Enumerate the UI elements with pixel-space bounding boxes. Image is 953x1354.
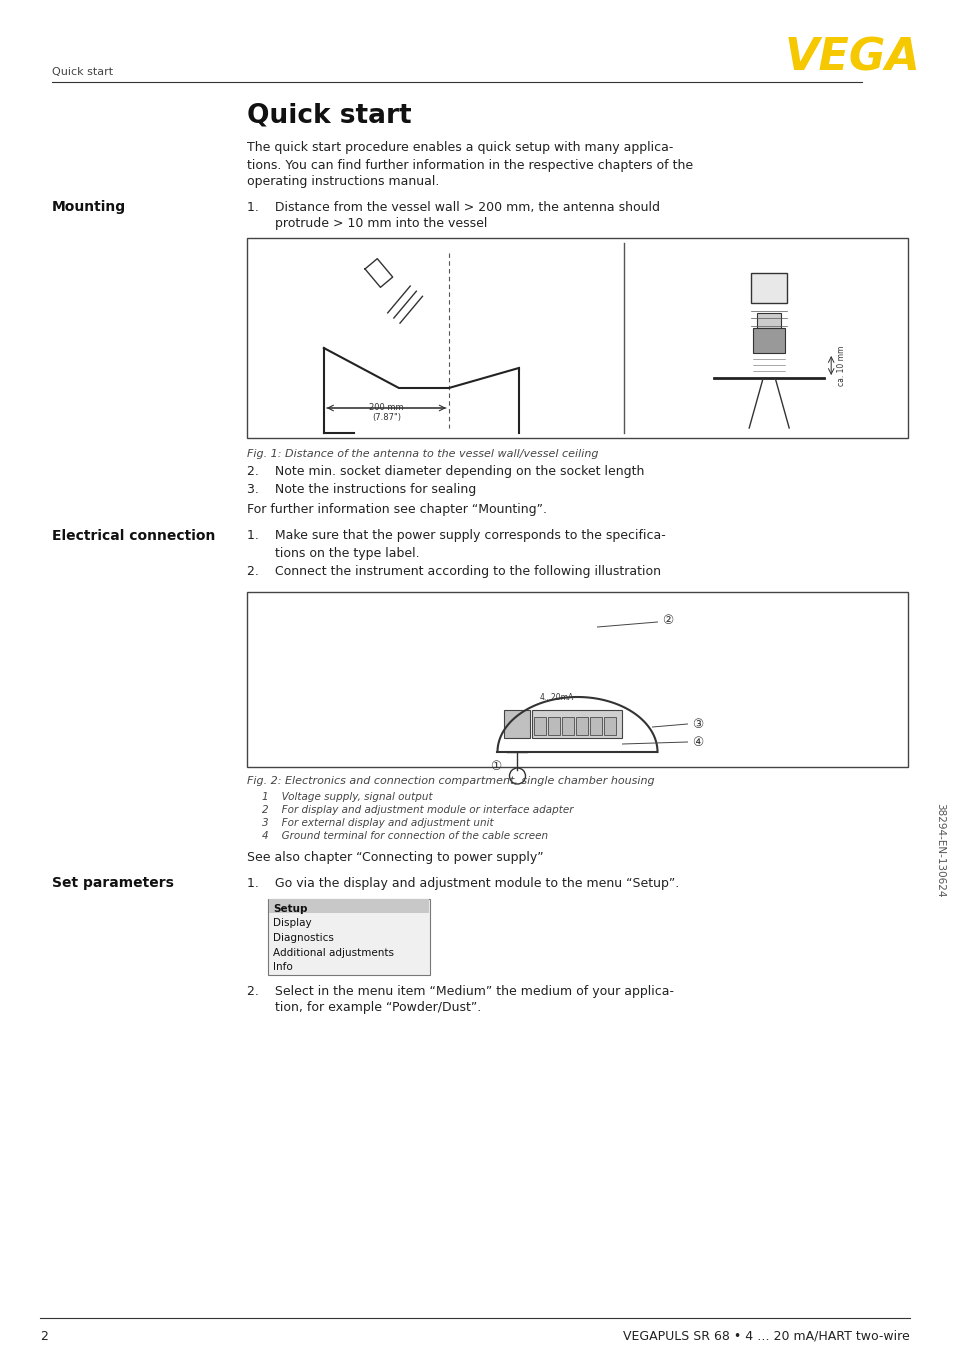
Text: 1.    Go via the display and adjustment module to the menu “Setup”.: 1. Go via the display and adjustment mod… — [247, 876, 679, 890]
Text: 4    Ground terminal for connection of the cable screen: 4 Ground terminal for connection of the … — [262, 831, 548, 841]
Text: ca. 10 mm: ca. 10 mm — [837, 345, 845, 386]
Circle shape — [509, 768, 525, 784]
Bar — [247, 238, 907, 437]
Bar — [504, 709, 530, 738]
Bar — [576, 718, 588, 735]
Text: Set parameters: Set parameters — [52, 876, 173, 890]
Bar — [247, 592, 907, 766]
Text: 1    Voltage supply, signal output: 1 Voltage supply, signal output — [262, 792, 432, 802]
Text: 2    For display and adjustment module or interface adapter: 2 For display and adjustment module or i… — [262, 806, 573, 815]
Text: tion, for example “Powder/Dust”.: tion, for example “Powder/Dust”. — [247, 1002, 480, 1014]
Text: ③: ③ — [692, 718, 703, 731]
Bar — [590, 718, 602, 735]
Text: ①: ① — [489, 761, 500, 773]
Bar — [268, 899, 430, 975]
Text: 2.    Select in the menu item “Medium” the medium of your applica-: 2. Select in the menu item “Medium” the … — [247, 984, 673, 998]
Text: 2: 2 — [40, 1330, 48, 1343]
Bar — [757, 313, 781, 333]
Text: 38294-EN-130624: 38294-EN-130624 — [934, 803, 944, 898]
Text: tions on the type label.: tions on the type label. — [247, 547, 419, 559]
Text: protrude > 10 mm into the vessel: protrude > 10 mm into the vessel — [247, 218, 487, 230]
Text: The quick start procedure enables a quick setup with many applica-: The quick start procedure enables a quic… — [247, 142, 673, 154]
Text: Fig. 1: Distance of the antenna to the vessel wall/vessel ceiling: Fig. 1: Distance of the antenna to the v… — [247, 450, 598, 459]
Text: ②: ② — [661, 613, 673, 627]
Text: VEGAPULS SR 68 • 4 … 20 mA/HART two-wire: VEGAPULS SR 68 • 4 … 20 mA/HART two-wire — [622, 1330, 909, 1343]
Text: operating instructions manual.: operating instructions manual. — [247, 176, 439, 188]
Text: VEGA: VEGA — [783, 37, 919, 80]
Bar — [269, 899, 429, 913]
Text: 1.    Distance from the vessel wall > 200 mm, the antenna should: 1. Distance from the vessel wall > 200 m… — [247, 200, 659, 214]
Bar — [548, 718, 560, 735]
Text: See also chapter “Connecting to power supply”: See also chapter “Connecting to power su… — [247, 850, 543, 864]
Text: 3    For external display and adjustment unit: 3 For external display and adjustment un… — [262, 818, 493, 829]
Bar — [604, 718, 616, 735]
Text: Electrical connection: Electrical connection — [52, 529, 215, 543]
Text: Setup: Setup — [273, 904, 307, 914]
Text: Display: Display — [273, 918, 312, 929]
Text: Fig. 2: Electronics and connection compartment, single chamber housing: Fig. 2: Electronics and connection compa… — [247, 776, 654, 787]
Text: 200 mm
(7.87"): 200 mm (7.87") — [369, 403, 403, 422]
Text: Mounting: Mounting — [52, 200, 126, 214]
Text: 1.    Make sure that the power supply corresponds to the specifica-: 1. Make sure that the power supply corre… — [247, 529, 665, 543]
Text: 3.    Note the instructions for sealing: 3. Note the instructions for sealing — [247, 483, 476, 497]
Bar — [753, 328, 784, 353]
Text: 2.    Connect the instrument according to the following illustration: 2. Connect the instrument according to t… — [247, 566, 660, 578]
Text: Quick start: Quick start — [247, 102, 411, 129]
Text: 2.    Note min. socket diameter depending on the socket length: 2. Note min. socket diameter depending o… — [247, 466, 643, 478]
Bar — [532, 709, 622, 738]
Bar — [534, 718, 546, 735]
Bar — [750, 274, 786, 303]
Text: Info: Info — [273, 961, 293, 972]
Text: tions. You can find further information in the respective chapters of the: tions. You can find further information … — [247, 158, 693, 172]
Text: For further information see chapter “Mounting”.: For further information see chapter “Mou… — [247, 504, 546, 516]
Text: Additional adjustments: Additional adjustments — [273, 948, 394, 957]
Bar — [562, 718, 574, 735]
Text: ④: ④ — [692, 735, 703, 749]
Text: 4...20mA: 4...20mA — [539, 692, 573, 701]
Text: Diagnostics: Diagnostics — [273, 933, 334, 942]
Text: Quick start: Quick start — [52, 66, 113, 77]
